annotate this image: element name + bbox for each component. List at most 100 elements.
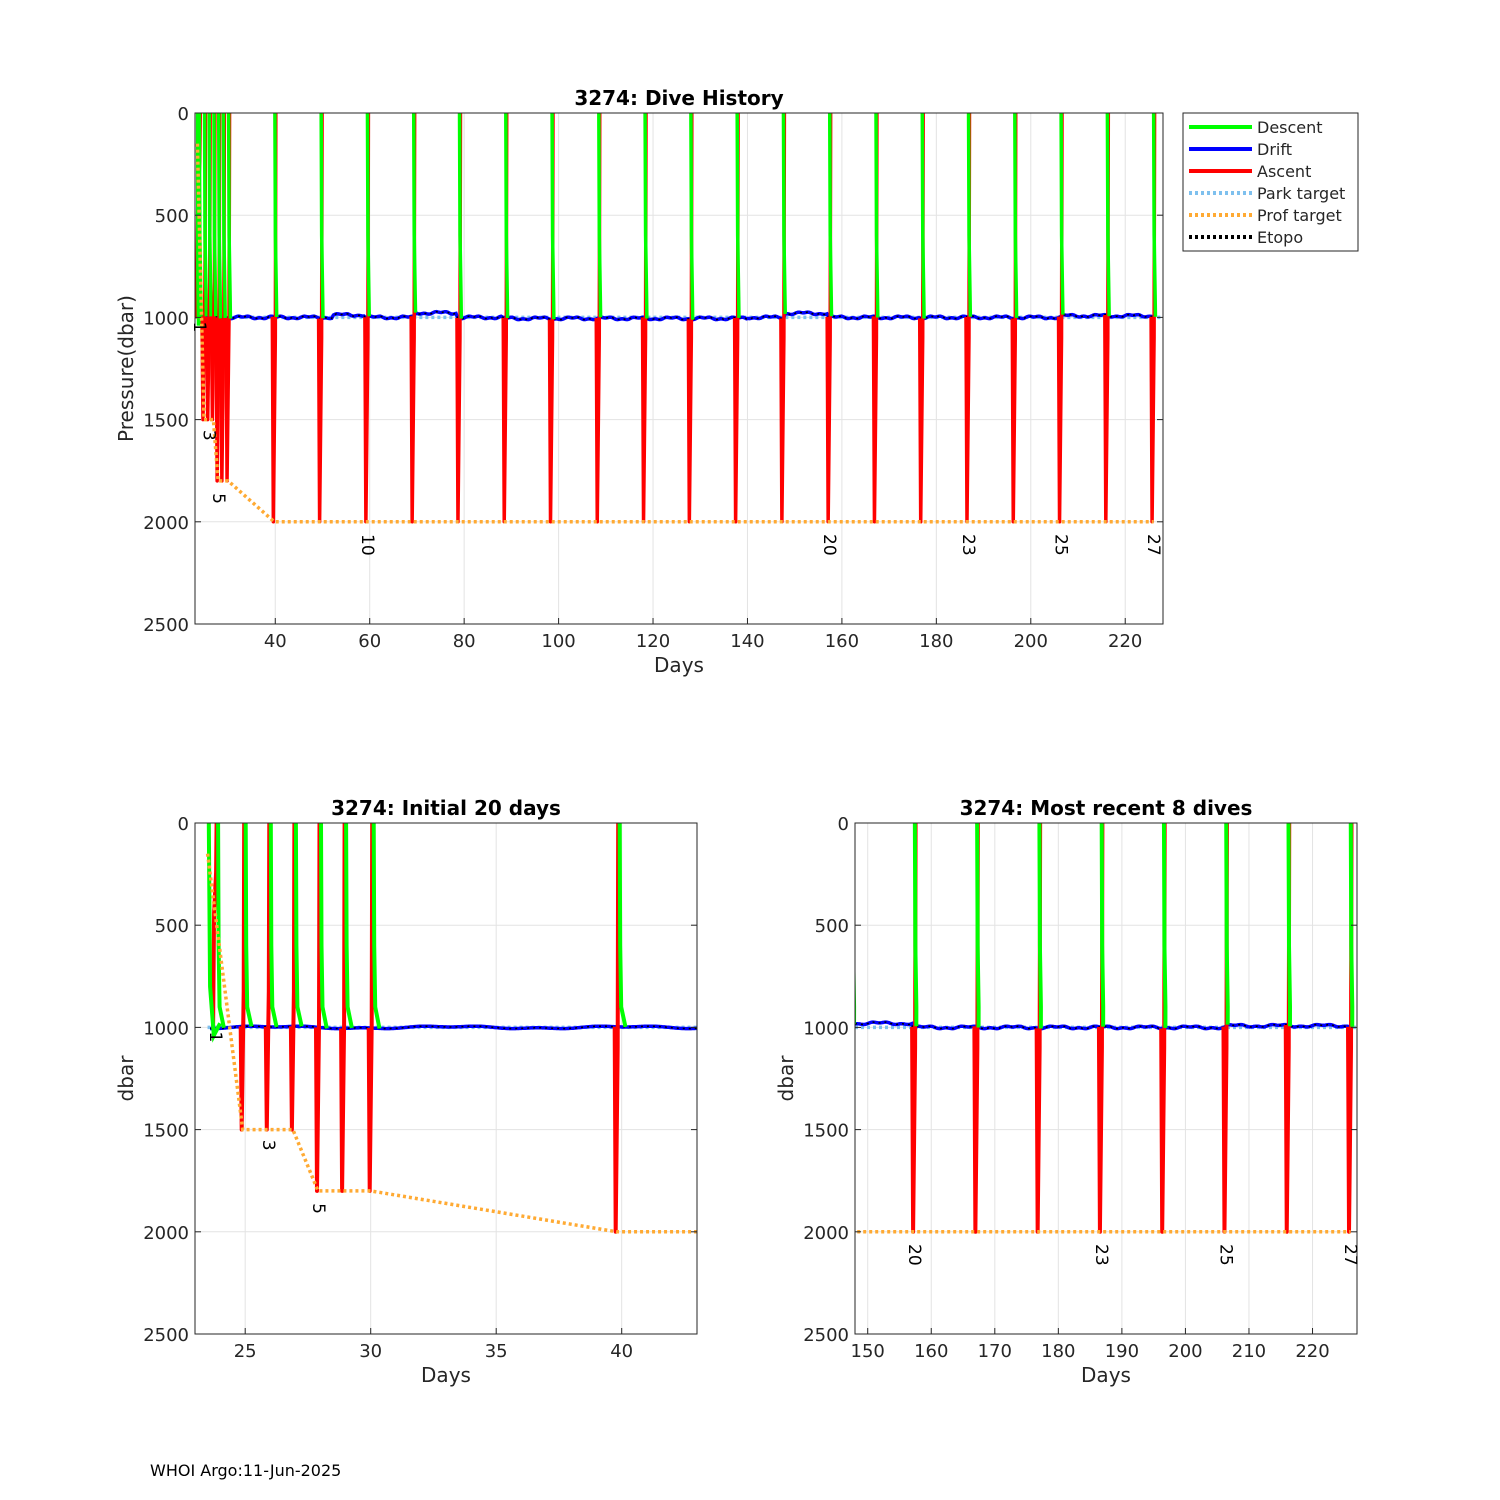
descent-line xyxy=(411,113,418,313)
y-tick-label: 2500 xyxy=(803,1325,849,1346)
x-tick-label: 220 xyxy=(1108,631,1142,652)
descent-line xyxy=(216,113,223,319)
data-layer xyxy=(195,113,1163,524)
cycle-annotation: 25 xyxy=(1215,1244,1235,1266)
descent-line xyxy=(912,823,919,1027)
cycle-annotation: 5 xyxy=(208,493,228,504)
descent-line xyxy=(243,823,254,1027)
cycle-annotation: 1 xyxy=(189,321,209,332)
descent-line xyxy=(781,113,787,314)
x-tick-label: 200 xyxy=(1014,631,1048,652)
x-tick-label: 150 xyxy=(851,1341,885,1362)
x-tick-label: 190 xyxy=(1105,1341,1139,1362)
legend-label: Park target xyxy=(1257,184,1345,203)
descent-line xyxy=(617,823,628,1028)
axes-frame xyxy=(194,822,698,1335)
ascent-line xyxy=(339,823,347,1193)
descent-line xyxy=(1099,823,1106,1027)
descent-line xyxy=(975,823,981,1028)
descent-line xyxy=(268,823,279,1028)
descent-line xyxy=(365,113,371,317)
descent-line xyxy=(371,823,382,1029)
x-tick-label: 160 xyxy=(825,631,859,652)
cycle-annotation: 27 xyxy=(1340,1244,1360,1266)
descent-line xyxy=(221,113,227,318)
cycle-annotation: 23 xyxy=(1091,1244,1111,1266)
descent-line xyxy=(1161,823,1168,1028)
cycle-annotation: 10 xyxy=(357,534,377,556)
y-tick-label: 0 xyxy=(838,814,849,835)
x-axis-label: Days xyxy=(421,1363,471,1387)
x-tick-label: 35 xyxy=(485,1341,508,1362)
descent-line xyxy=(643,113,649,319)
descent-line xyxy=(1059,113,1065,315)
descent-line xyxy=(966,113,973,317)
y-tick-label: 1500 xyxy=(803,1121,849,1142)
x-tick-label: 140 xyxy=(730,631,764,652)
x-tick-label: 80 xyxy=(453,631,476,652)
descent-line xyxy=(1224,823,1230,1025)
ascent-line xyxy=(263,823,272,1132)
legend-box xyxy=(1182,112,1359,252)
descent-line xyxy=(206,823,222,1043)
chart-title: 3274: Most recent 8 dives xyxy=(960,796,1253,820)
descent-line xyxy=(735,113,741,318)
cycle-annotation: 20 xyxy=(819,534,839,556)
ascent-line xyxy=(288,823,297,1132)
legend-label: Descent xyxy=(1257,118,1323,137)
cycle-annotation: 3 xyxy=(258,1140,278,1151)
plot-area xyxy=(855,823,1357,1334)
y-tick-label: 2500 xyxy=(143,615,189,636)
x-tick-label: 60 xyxy=(358,631,381,652)
y-tick-label: 1000 xyxy=(803,1018,849,1039)
x-axis-label: Days xyxy=(654,653,704,677)
descent-line xyxy=(226,113,233,319)
y-tick-label: 500 xyxy=(155,916,189,937)
x-tick-label: 220 xyxy=(1295,1341,1329,1362)
y-tick-label: 500 xyxy=(815,916,849,937)
dive-history-plot: 40 60 80 100 120 140 160 180 200 2200500100015002… xyxy=(114,86,1164,677)
descent-line xyxy=(202,113,209,317)
data-layer xyxy=(205,823,697,1234)
drift-line xyxy=(197,309,1154,322)
y-tick-label: 0 xyxy=(178,814,189,835)
cycle-annotation: 3 xyxy=(199,430,219,441)
x-tick-label: 210 xyxy=(1232,1341,1266,1362)
x-tick-label: 160 xyxy=(914,1341,948,1362)
descent-line xyxy=(1348,823,1355,1027)
data-layer xyxy=(855,823,1357,1234)
etopo-line xyxy=(855,1021,1351,1030)
legend-label: Drift xyxy=(1257,140,1292,159)
prof-target-line xyxy=(205,853,697,1234)
descent-line xyxy=(195,113,202,326)
descent-line xyxy=(1037,823,1043,1029)
descent-line xyxy=(874,113,880,318)
axes-frame xyxy=(194,112,1164,625)
descent-line xyxy=(293,823,304,1027)
footer-text: WHOI Argo:11-Jun-2025 xyxy=(150,1461,341,1480)
descent-line xyxy=(689,113,695,320)
descent-line xyxy=(273,113,279,317)
y-axis-label: Pressure(dbar) xyxy=(114,295,138,442)
descent-line xyxy=(319,823,329,1029)
cycle-annotation: 1 xyxy=(205,1031,225,1042)
descent-line xyxy=(855,924,857,1024)
chart-title: 3274: Dive History xyxy=(574,86,783,110)
legend-label: Ascent xyxy=(1257,162,1311,181)
descent-line xyxy=(1013,113,1019,318)
recent-8-dives-plot: 150 160 170 180 190 200 210 220 0 500 1000 1500 2000… xyxy=(774,796,1360,1387)
x-tick-label: 120 xyxy=(636,631,670,652)
y-tick-label: 1000 xyxy=(143,1018,189,1039)
y-tick-label: 0 xyxy=(178,104,189,125)
y-tick-label: 2500 xyxy=(143,1325,189,1346)
cycle-annotation: 5 xyxy=(308,1203,328,1214)
axes-frame xyxy=(854,822,1358,1335)
descent-line xyxy=(212,113,218,317)
ascent-line xyxy=(313,823,322,1193)
y-tick-label: 1500 xyxy=(143,411,189,432)
legend-label: Etopo xyxy=(1257,228,1303,247)
descent-line xyxy=(827,113,834,317)
legend: Descent Drift Ascent Park target Prof target… xyxy=(1182,112,1359,252)
